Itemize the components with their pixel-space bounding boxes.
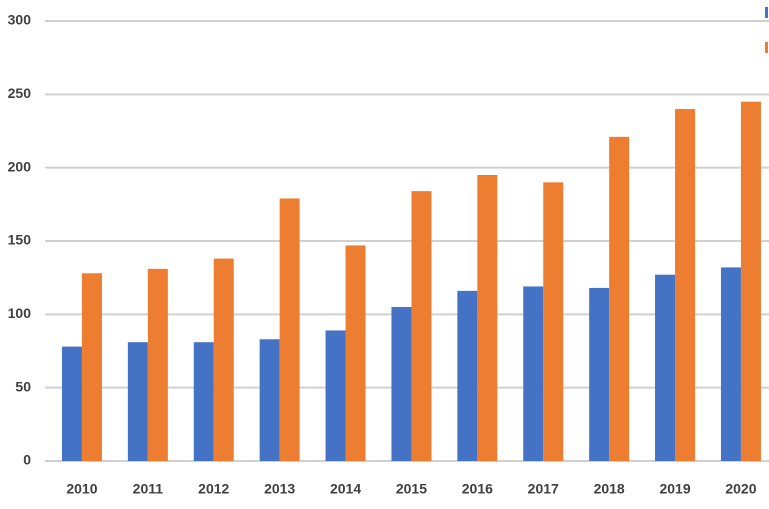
bar (457, 290, 478, 461)
legend-marker (765, 42, 768, 53)
bar (655, 274, 676, 461)
bar (477, 175, 498, 461)
bar (740, 101, 761, 462)
bar (325, 330, 346, 461)
y-tick-label: 100 (8, 305, 32, 321)
x-tick-label: 2012 (198, 481, 229, 497)
y-tick-label: 300 (8, 12, 32, 28)
bar (213, 258, 234, 461)
bar (193, 342, 214, 461)
bar (259, 339, 280, 461)
bar (523, 286, 544, 461)
bar (127, 342, 148, 461)
x-tick-label: 2019 (659, 481, 690, 497)
y-tick-label: 50 (15, 378, 31, 394)
bar (279, 198, 300, 461)
legend-marker (765, 7, 768, 18)
bar (675, 109, 696, 461)
x-tick-label: 2015 (396, 481, 427, 497)
bar (543, 182, 564, 462)
x-tick-label: 2013 (264, 481, 295, 497)
bar (411, 191, 432, 461)
y-tick-label: 250 (8, 85, 32, 101)
x-tick-label: 2018 (594, 481, 625, 497)
x-tick-label: 2020 (725, 481, 756, 497)
y-tick-label: 0 (23, 452, 31, 468)
bar (147, 268, 168, 461)
x-tick-label: 2016 (462, 481, 493, 497)
x-tick-label: 2011 (133, 481, 164, 497)
x-tick-label: 2010 (66, 481, 97, 497)
bar (720, 267, 741, 461)
bar (61, 346, 82, 461)
bar (81, 273, 102, 461)
x-tick-label: 2014 (330, 481, 361, 497)
bar (345, 245, 366, 461)
bar (391, 307, 412, 461)
y-tick-label: 150 (8, 232, 32, 248)
y-tick-label: 200 (8, 158, 32, 174)
x-tick-label: 2017 (528, 481, 559, 497)
bar (609, 136, 630, 461)
bar (589, 287, 610, 461)
